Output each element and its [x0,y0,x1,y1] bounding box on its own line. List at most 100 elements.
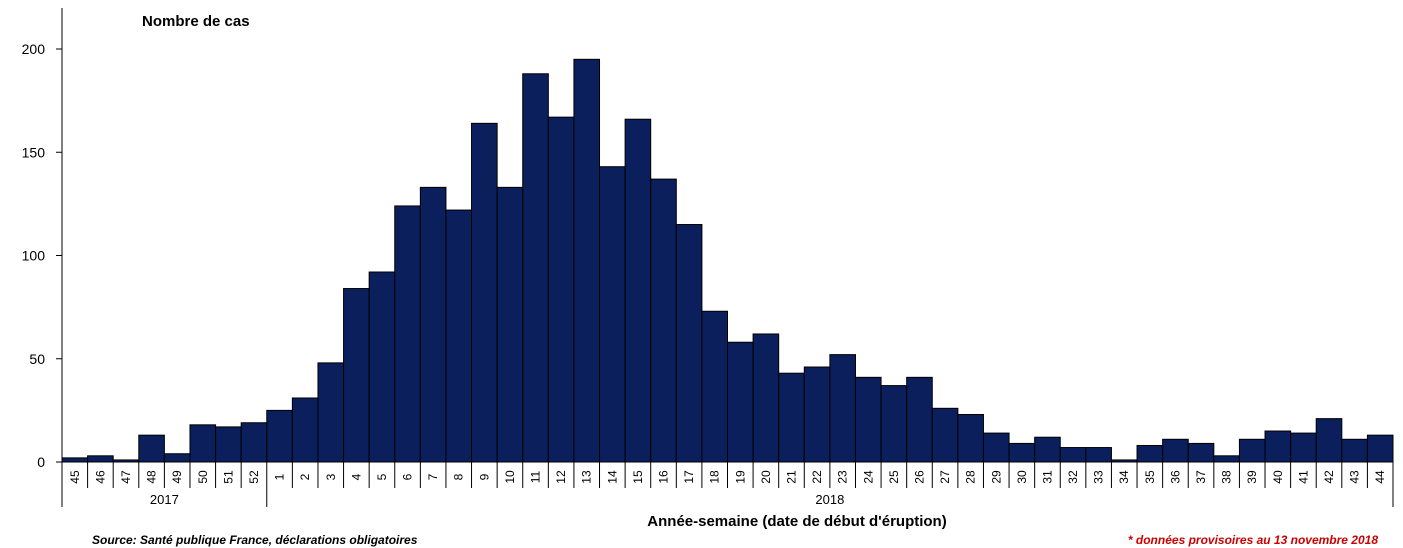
bar-week-13 [573,58,601,463]
bar-week-36 [1162,438,1189,463]
bar-week-31 [1034,436,1061,463]
chart-title: Nombre de cas [142,13,250,30]
bar-week-35 [1136,444,1164,463]
bar-week-44 [1366,434,1394,463]
x-tick-label: 34 [1117,470,1131,484]
x-tick-label: 33 [1092,470,1106,484]
x-tick-label: 30 [1015,470,1029,484]
x-tick-label: 52 [247,470,261,484]
x-tick-label: 41 [1296,470,1310,484]
x-tick-label: 27 [938,470,952,484]
x-tick-label: 39 [1245,470,1259,484]
bar-week-20 [752,333,780,463]
bar-week-46 [87,455,114,463]
bar-week-30 [1008,442,1036,463]
bar-week-24 [854,376,882,463]
x-tick-label: 1 [273,473,287,480]
x-tick-label: 36 [1168,470,1182,484]
bar-week-12 [547,116,575,463]
x-tick-label: 6 [401,473,415,480]
x-tick-label: 51 [221,470,235,484]
y-tick-label: 100 [22,248,46,264]
x-tick-label: 4 [349,473,363,480]
bars-group [61,58,1394,463]
bar-week-11 [522,73,549,463]
x-tick-label: 2 [298,473,312,480]
x-axis: 45 46 47 48 49 50 51 52 1 2 3 4 5 6 7 8 9 10 11 12 13 14 15 16 1… [61,461,1394,507]
x-tick-label: 16 [657,470,671,484]
bar-week-9 [471,122,498,463]
bar-week-21 [778,372,805,463]
bar-week-5 [368,271,396,463]
x-tick-label: 15 [631,470,645,484]
bar-week-17 [675,224,703,463]
y-axis: 0 50 100 150 200 [22,8,63,470]
bar-week-19 [727,341,754,463]
year-label: 2018 [815,492,844,507]
bar-week-22 [803,366,831,463]
bar-week-28 [957,414,984,463]
x-axis-label: Année-semaine (date de début d'éruption) [647,513,946,530]
y-tick-label: 200 [22,41,46,57]
x-tick-label: 3 [324,473,338,480]
bar-week-6 [394,205,421,463]
bar-week-45 [61,457,89,463]
x-tick-label: 18 [708,470,722,484]
x-tick-label: 43 [1348,470,1362,484]
x-tick-label: 26 [912,470,926,484]
x-tick-label: 20 [759,470,773,484]
x-tick-label: 29 [989,470,1003,484]
bar-week-23 [829,354,856,463]
x-tick-label: 11 [529,470,543,483]
x-tick-label: 9 [477,473,491,480]
bar-week-2 [291,397,319,463]
bar-week-10 [496,186,524,463]
x-tick-label: 44 [1373,470,1387,484]
bar-week-16 [650,178,677,463]
x-tick-label: 35 [1143,470,1157,484]
x-tick-label: 50 [196,470,210,484]
bar-week-42 [1315,418,1343,463]
y-tick-label: 50 [29,351,45,367]
bar-week-51 [215,426,242,463]
x-tick-label: 22 [810,470,824,484]
y-tick-label: 150 [22,144,46,160]
bar-week-29 [982,432,1010,463]
x-tick-label: 32 [1066,470,1080,484]
bar-week-3 [317,362,345,463]
bar-week-41 [1290,432,1317,463]
bar-week-49 [163,453,191,463]
bar-week-43 [1341,438,1368,463]
bar-week-32 [1059,447,1087,463]
x-tick-label: 7 [426,473,440,480]
x-tick-label: 19 [733,470,747,484]
bar-week-26 [906,376,933,463]
x-tick-label: 45 [68,470,82,484]
x-tick-label: 31 [1040,470,1054,484]
x-tick-label: 12 [554,470,568,484]
x-tick-label: 23 [836,470,850,484]
bar-week-25 [880,385,908,463]
bar-week-4 [343,288,370,463]
provisional-data-note: * données provisoires au 13 novembre 201… [1128,533,1378,547]
bar-week-14 [599,166,626,463]
bar-week-52 [240,422,268,463]
x-tick-label: 38 [1220,470,1234,484]
bar-week-33 [1085,447,1112,463]
x-tick-label: 25 [887,470,901,484]
x-tick-label: 13 [580,470,594,484]
x-tick-label: 24 [861,470,875,484]
bar-week-18 [701,310,729,463]
bar-week-27 [931,407,959,463]
bar-week-38 [1213,455,1240,463]
x-tick-label: 17 [682,470,696,484]
x-tick-label: 48 [145,470,159,484]
bar-week-40 [1264,430,1292,463]
bar-week-48 [138,434,165,463]
bar-week-8 [445,209,473,463]
x-tick-label: 8 [452,473,466,480]
x-tick-label: 14 [605,470,619,484]
x-tick-label: 47 [119,470,133,484]
source-note: Source: Santé publique France, déclarati… [92,533,418,547]
x-tick-label: 5 [375,473,389,480]
